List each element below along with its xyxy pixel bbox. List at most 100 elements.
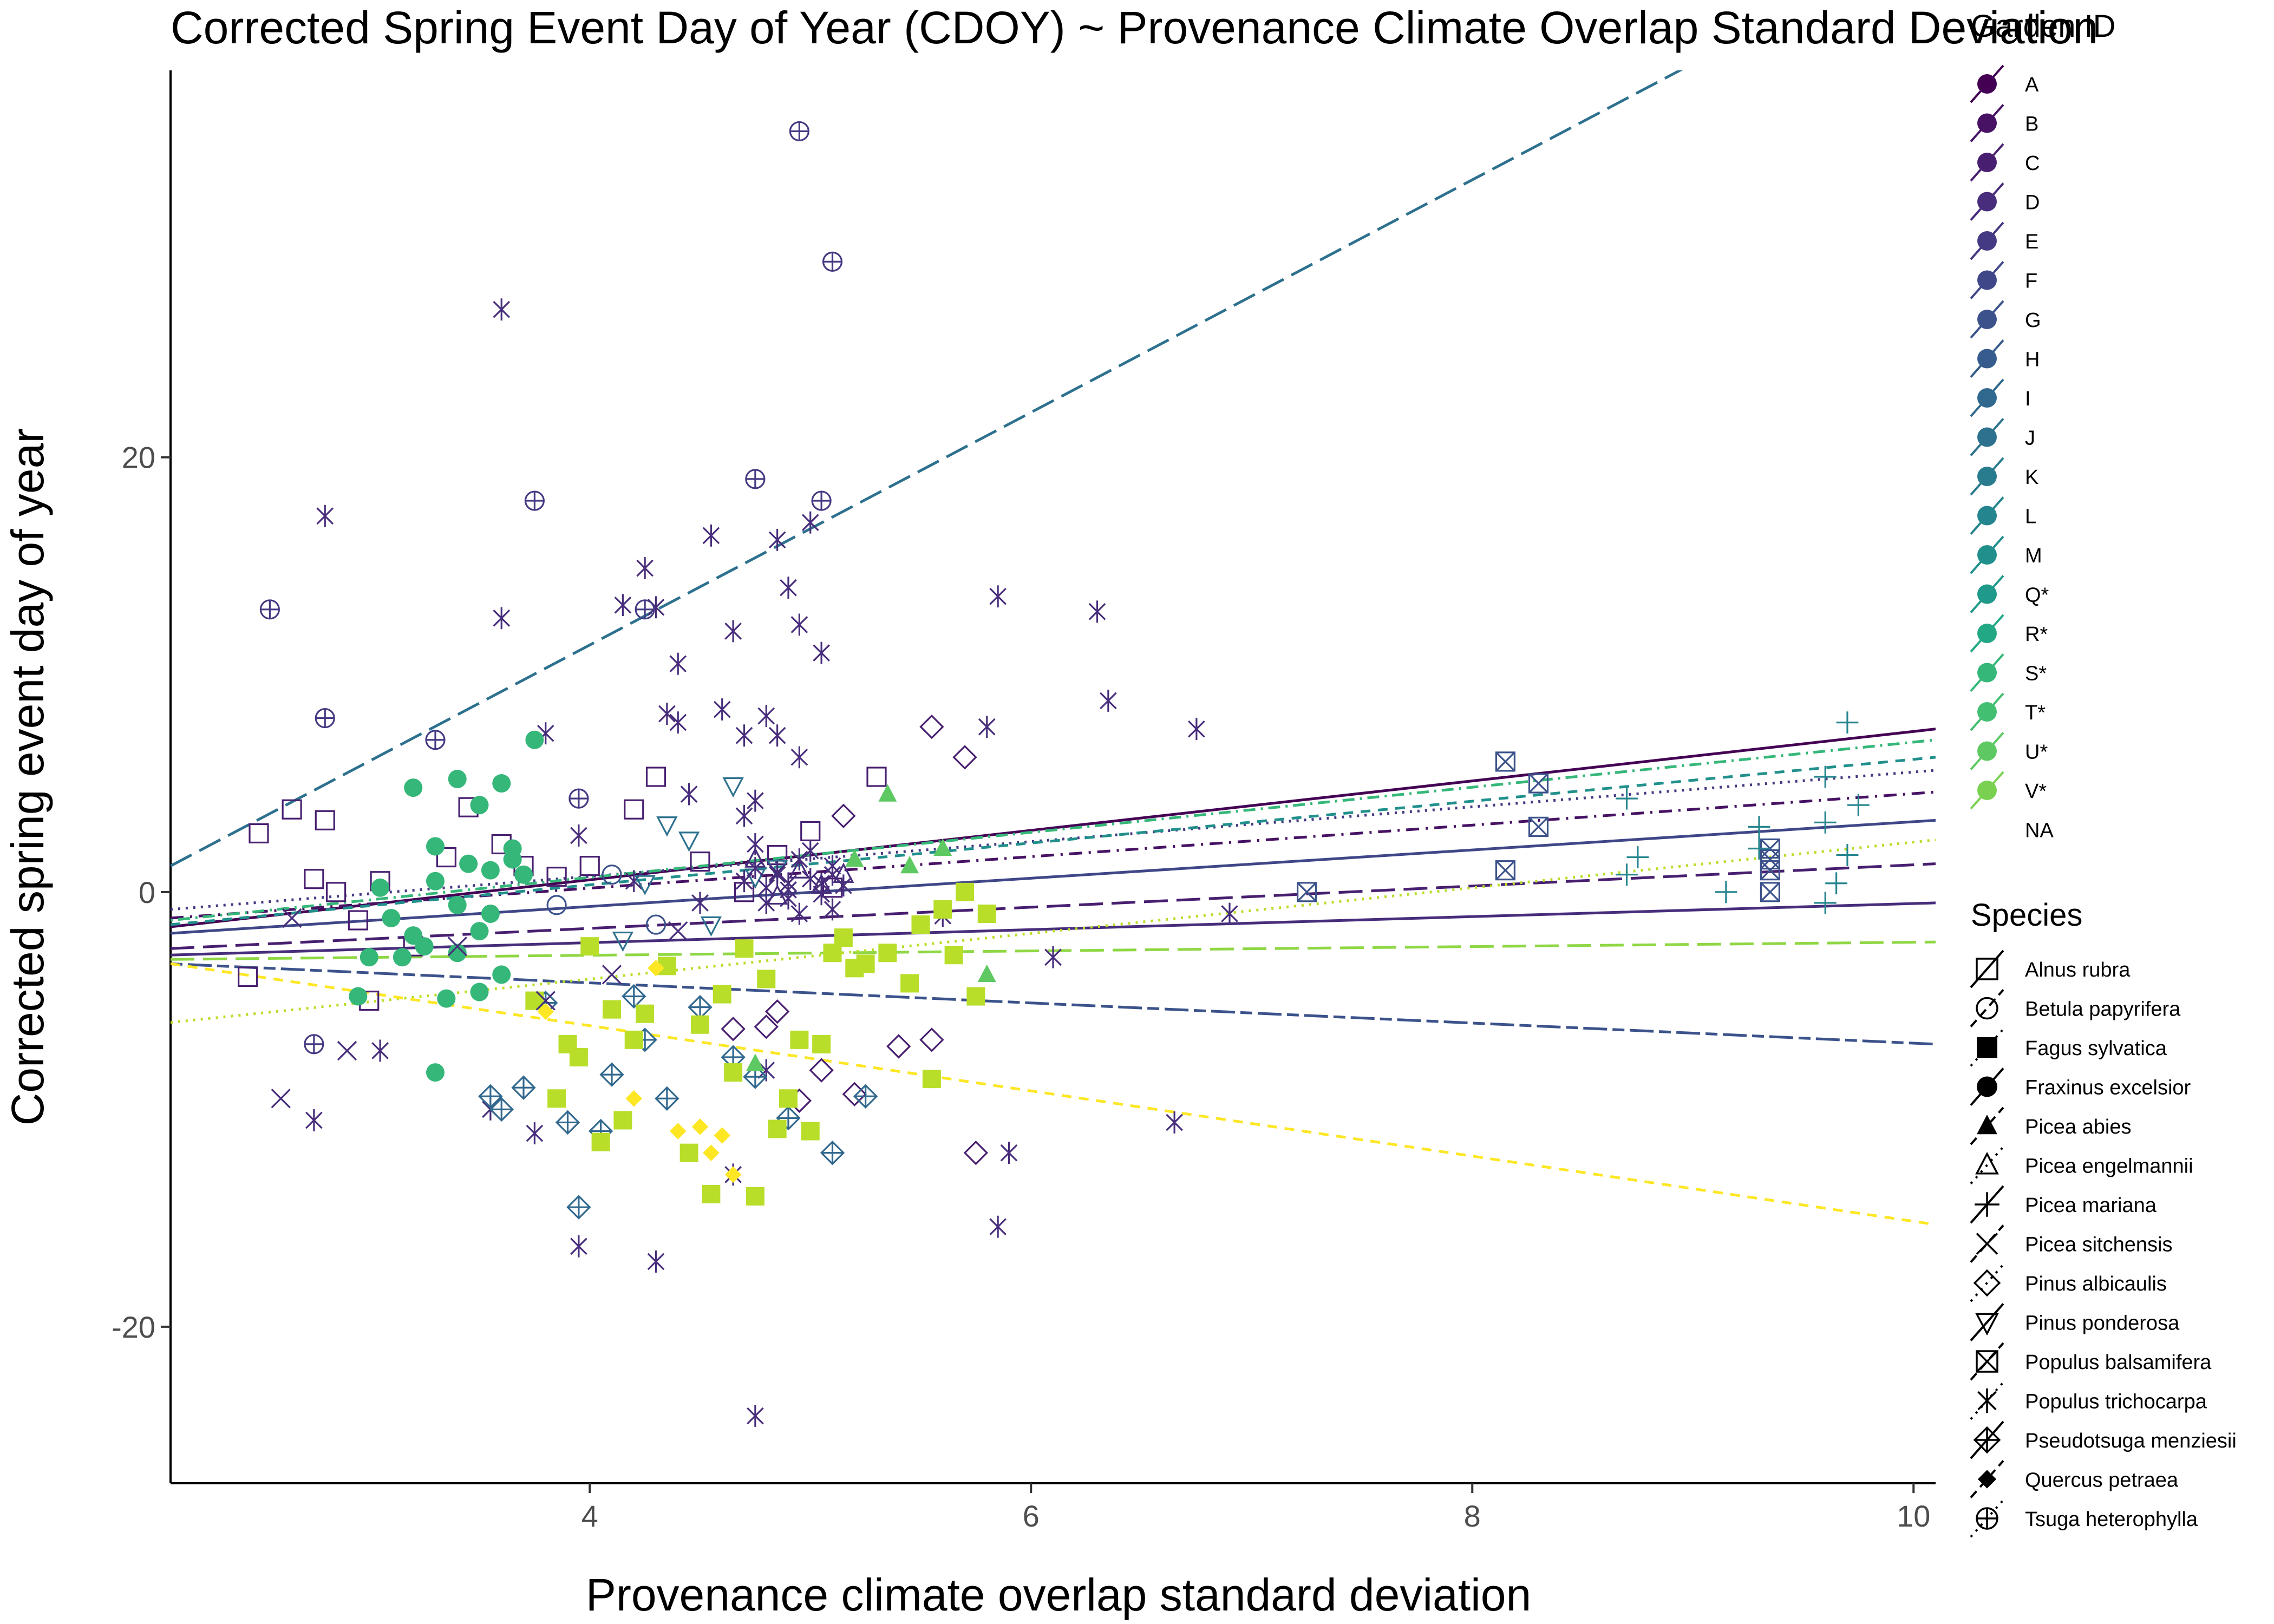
data-point (780, 577, 797, 599)
data-point (1528, 773, 1549, 794)
data-point (933, 838, 952, 856)
legend-key-species (1970, 949, 2004, 988)
data-point (426, 837, 445, 856)
data-point (537, 1003, 554, 1020)
data-point (801, 1122, 820, 1141)
legend-shape (1976, 1507, 1998, 1530)
data-point (811, 490, 832, 511)
data-point (566, 1195, 591, 1220)
data-point (966, 987, 985, 1006)
legend-label-species: Pinus albicaulis (2025, 1273, 2167, 1295)
data-point (746, 1053, 764, 1071)
data-point (645, 914, 666, 935)
data-point (404, 778, 423, 797)
data-point (754, 1014, 779, 1039)
data-point (602, 965, 622, 985)
data-point (977, 964, 996, 982)
data-point (447, 937, 467, 957)
data-point (602, 865, 622, 885)
data-point (1836, 844, 1859, 866)
data-point (655, 1086, 679, 1111)
y-tick-label: 20 (122, 441, 155, 475)
x-tick-label: 8 (1464, 1499, 1481, 1533)
legend-label-garden: H (2025, 349, 2040, 371)
legend-key-species (1970, 1028, 2004, 1067)
data-point (645, 767, 666, 787)
legend-label-garden: K (2025, 466, 2038, 489)
legend-shape (1973, 1426, 2001, 1454)
data-point (944, 946, 963, 965)
data-point (481, 904, 500, 923)
data-point (259, 599, 280, 620)
x-tick-label: 10 (1897, 1499, 1930, 1533)
legend-shape (1975, 1151, 1999, 1175)
data-point (790, 1030, 809, 1049)
data-point (702, 524, 720, 547)
data-point (845, 959, 864, 978)
legend-label-species: Pseudotsuga menziesii (2025, 1430, 2237, 1452)
data-point (511, 1075, 536, 1100)
data-point (1847, 794, 1870, 816)
data-point (679, 1143, 698, 1162)
data-point (691, 1118, 709, 1135)
legend-key-species (1970, 1499, 2004, 1538)
data-point (546, 867, 567, 887)
data-point (809, 1058, 834, 1083)
data-point (404, 926, 423, 945)
data-point (337, 1040, 357, 1061)
legend-label-garden: NA (2025, 820, 2054, 842)
data-point (1166, 1111, 1183, 1134)
data-point (764, 999, 790, 1024)
legend-label-species: Picea mariana (2025, 1194, 2157, 1217)
data-point (535, 991, 556, 1011)
data-point (963, 1140, 989, 1165)
data-point (812, 1034, 831, 1053)
data-point (478, 1084, 503, 1109)
data-point (735, 804, 753, 827)
data-point (747, 789, 764, 812)
legend-title-garden: Garden ID (1971, 9, 2116, 44)
data-point (1814, 765, 1837, 788)
legend-shape (1975, 1192, 1999, 1217)
data-point (1495, 860, 1515, 881)
trend-line-i (171, 756, 1936, 926)
trend-line-a (171, 728, 1936, 928)
data-point (282, 799, 302, 820)
data-point (835, 874, 852, 897)
data-point (635, 599, 655, 620)
trend-line-m (171, 962, 1936, 1226)
data-point (853, 1084, 878, 1109)
data-point (315, 810, 335, 830)
data-point (1760, 882, 1780, 902)
data-point (789, 121, 809, 142)
trend-line-c (171, 862, 1936, 950)
data-point (579, 856, 600, 876)
data-point (1616, 863, 1638, 886)
data-point (721, 1017, 746, 1042)
data-point (459, 854, 478, 873)
data-point (668, 921, 688, 941)
data-point (820, 1140, 845, 1165)
legend-key-species (1970, 1381, 2004, 1420)
legend-key-species (1970, 1146, 2004, 1184)
legend-key-species (1970, 1303, 2004, 1341)
data-point (989, 1215, 1007, 1238)
data-point (1528, 816, 1549, 837)
data-point (570, 1235, 587, 1258)
data-point (580, 937, 599, 956)
data-point (1221, 902, 1238, 925)
data-point (713, 985, 731, 1004)
data-point (555, 1110, 580, 1135)
trend-line-j (171, 738, 1936, 922)
legend-label-garden: F (2025, 270, 2037, 293)
data-point (989, 585, 1007, 608)
data-point (919, 714, 944, 739)
data-point (393, 948, 411, 967)
legend-key-garden (1970, 692, 2004, 731)
legend-shape (1977, 1115, 1997, 1135)
legend-label-garden: G (2025, 309, 2041, 332)
legend-shape (1977, 1388, 1997, 1413)
legend-label-species: Fagus sylvatica (2025, 1037, 2167, 1060)
data-point (624, 799, 644, 820)
